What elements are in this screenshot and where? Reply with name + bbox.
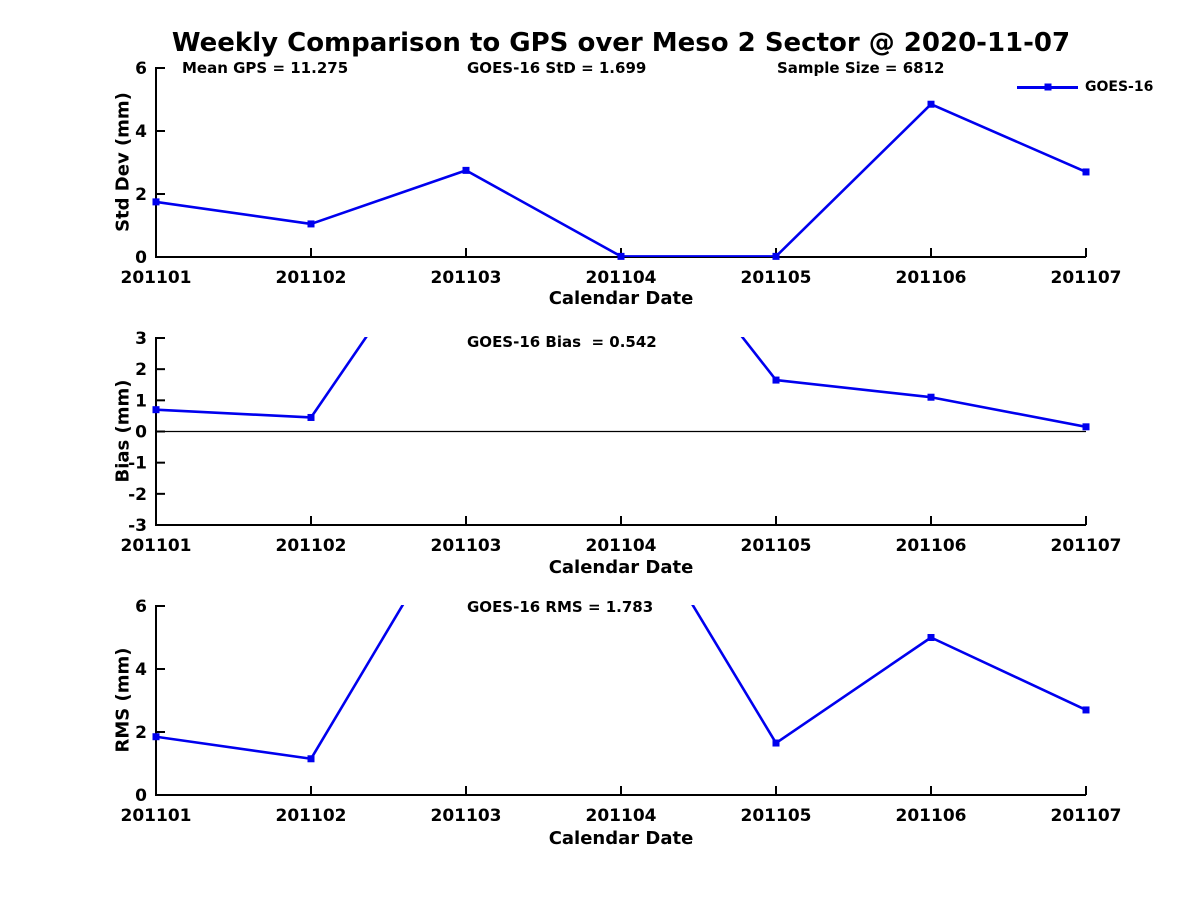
y-tick-label: 3 bbox=[135, 329, 147, 349]
legend-square-marker-icon bbox=[1044, 83, 1051, 91]
y-tick-label: 2 bbox=[135, 723, 147, 743]
x-tick-label: 201107 bbox=[1051, 536, 1122, 556]
xlabel-rms: Calendar Date bbox=[548, 828, 694, 849]
x-tick-label: 201103 bbox=[431, 268, 502, 288]
data-point-marker bbox=[462, 166, 470, 174]
data-point-marker bbox=[152, 733, 160, 741]
data-point-marker bbox=[1082, 706, 1090, 714]
legend-label: GOES-16 bbox=[1085, 79, 1154, 95]
x-tick-label: 201107 bbox=[1051, 268, 1122, 288]
data-point-marker bbox=[927, 100, 935, 108]
series-line bbox=[156, 605, 1086, 761]
xlabel-std-dev: Calendar Date bbox=[548, 288, 694, 309]
x-tick-label: 201102 bbox=[276, 536, 347, 556]
series-goes-16 bbox=[156, 102, 1086, 257]
data-point-marker bbox=[307, 755, 315, 763]
x-tick-label: 201105 bbox=[741, 806, 812, 826]
y-tick-label: -1 bbox=[128, 454, 147, 474]
x-tick-label: 201107 bbox=[1051, 806, 1122, 826]
data-point-marker bbox=[307, 220, 315, 228]
y-tick-label: 2 bbox=[135, 360, 147, 380]
x-tick-label: 201101 bbox=[121, 536, 192, 556]
data-point-marker bbox=[927, 634, 935, 641]
annotation-sample-size: Sample Size = 6812 bbox=[777, 59, 945, 77]
y-tick-label: 4 bbox=[135, 122, 147, 142]
subplot-rms: 0 2 4 6 201101 201102 201103 201104 201105 201106… bbox=[121, 597, 1122, 826]
x-tick-label: 201104 bbox=[586, 806, 657, 826]
y-tick-label: -3 bbox=[128, 516, 147, 536]
figure-title: Weekly Comparison to GPS over Meso 2 Sec… bbox=[171, 28, 1071, 58]
x-tick-label: 201106 bbox=[896, 536, 967, 556]
x-tick-label: 201106 bbox=[896, 806, 967, 826]
y-tick-label: 6 bbox=[135, 597, 147, 617]
y-tick-label: 0 bbox=[135, 248, 147, 268]
y-tick-label: 0 bbox=[135, 786, 147, 806]
series-line bbox=[156, 102, 1086, 257]
y-tick-label: -2 bbox=[128, 485, 147, 505]
x-tick-label: 201102 bbox=[276, 806, 347, 826]
x-tick-label: 201106 bbox=[896, 268, 967, 288]
subplot-std-dev: 0 2 4 6 201101 201102 201103 201104 201105 201106… bbox=[121, 59, 1122, 288]
data-point-marker bbox=[152, 198, 160, 206]
x-tick-label: 201105 bbox=[741, 268, 812, 288]
data-point-marker bbox=[152, 406, 160, 414]
series-goes-16 bbox=[156, 605, 1086, 761]
y-tick-label: 0 bbox=[135, 423, 147, 443]
x-tick-label: 201101 bbox=[121, 806, 192, 826]
data-point-marker bbox=[617, 252, 625, 260]
x-tick-label: 201105 bbox=[741, 536, 812, 556]
series-goes-16 bbox=[156, 337, 1086, 429]
x-tick-label: 201103 bbox=[431, 806, 502, 826]
x-tick-label: 201102 bbox=[276, 268, 347, 288]
legend-line-sample bbox=[1017, 83, 1078, 91]
x-tick-label: 201101 bbox=[121, 268, 192, 288]
y-tick-label: 6 bbox=[135, 59, 147, 79]
x-tick-label: 201104 bbox=[586, 268, 657, 288]
x-tick-label: 201104 bbox=[586, 536, 657, 556]
data-point-marker bbox=[927, 393, 935, 401]
annotation-goes16-bias: GOES-16 Bias = 0.542 bbox=[467, 333, 657, 351]
data-point-marker bbox=[1082, 423, 1090, 431]
annotation-goes16-std: GOES-16 StD = 1.699 bbox=[467, 59, 647, 77]
data-point-marker bbox=[1082, 168, 1090, 176]
x-tick-label: 201103 bbox=[431, 536, 502, 556]
legend: GOES-16 bbox=[1017, 79, 1153, 95]
data-point-marker bbox=[307, 413, 315, 421]
y-tick-label: 4 bbox=[135, 660, 147, 680]
y-tick-label: 2 bbox=[135, 185, 147, 205]
series-line bbox=[156, 337, 1086, 429]
data-point-marker bbox=[772, 739, 780, 747]
annotation-goes16-rms: GOES-16 RMS = 1.783 bbox=[467, 598, 654, 616]
data-point-marker bbox=[772, 252, 780, 260]
xlabel-bias: Calendar Date bbox=[548, 557, 694, 578]
y-tick-label: 1 bbox=[135, 391, 147, 411]
data-point-marker bbox=[772, 376, 780, 384]
annotation-mean-gps: Mean GPS = 11.275 bbox=[182, 59, 349, 77]
